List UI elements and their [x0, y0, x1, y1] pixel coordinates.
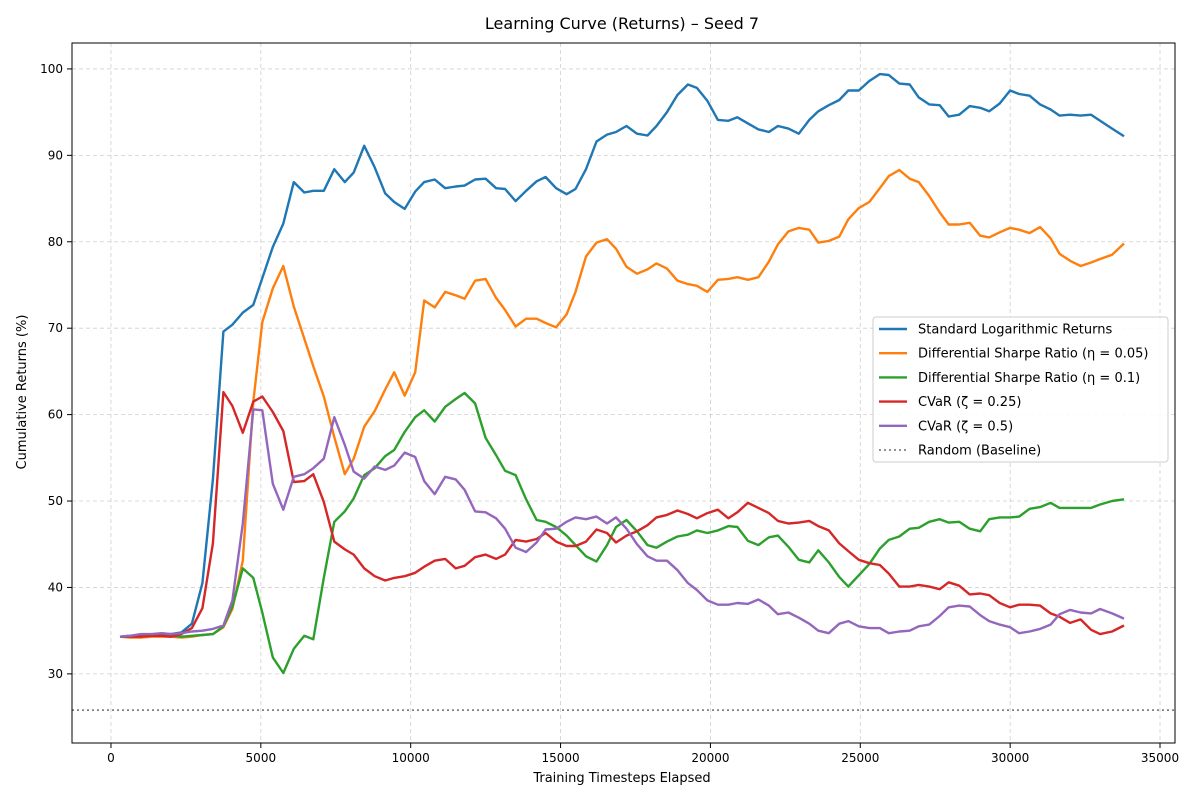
series-lines	[72, 72, 1175, 712]
y-tick-label: 50	[48, 494, 63, 508]
legend-label: Differential Sharpe Ratio (η = 0.05)	[918, 347, 1148, 362]
legend: Standard Logarithmic Returns Differential…	[872, 316, 1169, 463]
x-axis-label: Training Timesteps Elapsed	[532, 771, 710, 786]
y-tick-label: 60	[48, 408, 63, 422]
series-line-cvar-0-5	[119, 408, 1125, 638]
series-line-cvar-0-25	[120, 390, 1125, 638]
x-tick-label: 0	[107, 751, 115, 765]
series-line-differential-sharpe-ratio-0-05	[119, 168, 1125, 639]
y-tick-label: 40	[48, 580, 63, 594]
plot-frame	[71, 42, 1176, 744]
chart-title: Learning Curve (Returns) – Seed 7	[485, 14, 759, 33]
x-axis-ticks: 0 5000 10000 15000 20000 25000 30000 35000	[107, 743, 1179, 765]
y-tick-label: 80	[48, 235, 63, 249]
legend-label: Differential Sharpe Ratio (η = 0.1)	[918, 371, 1140, 386]
legend-label: Random (Baseline)	[918, 444, 1041, 459]
x-tick-label: 20000	[691, 751, 729, 765]
series-line-standard-logarithmic-returns	[119, 72, 1125, 638]
y-axis-label: Cumulative Returns (%)	[15, 315, 30, 470]
y-tick-label: 30	[48, 667, 63, 681]
x-tick-label: 30000	[991, 751, 1029, 765]
legend-label: CVaR (ζ = 0.25)	[918, 395, 1021, 410]
x-tick-label: 15000	[541, 751, 579, 765]
y-axis-ticks: 30 40 50 60 70 80 90 100	[40, 62, 72, 681]
legend-label: CVaR (ζ = 0.5)	[918, 419, 1013, 434]
legend-box	[872, 316, 1169, 463]
x-tick-label: 5000	[246, 751, 277, 765]
y-tick-label: 70	[48, 321, 63, 335]
y-tick-label: 100	[40, 62, 63, 76]
y-tick-label: 90	[48, 148, 63, 162]
x-tick-label: 10000	[392, 751, 430, 765]
x-tick-label: 25000	[841, 751, 879, 765]
x-tick-label: 35000	[1141, 751, 1179, 765]
legend-label: Standard Logarithmic Returns	[918, 323, 1112, 338]
